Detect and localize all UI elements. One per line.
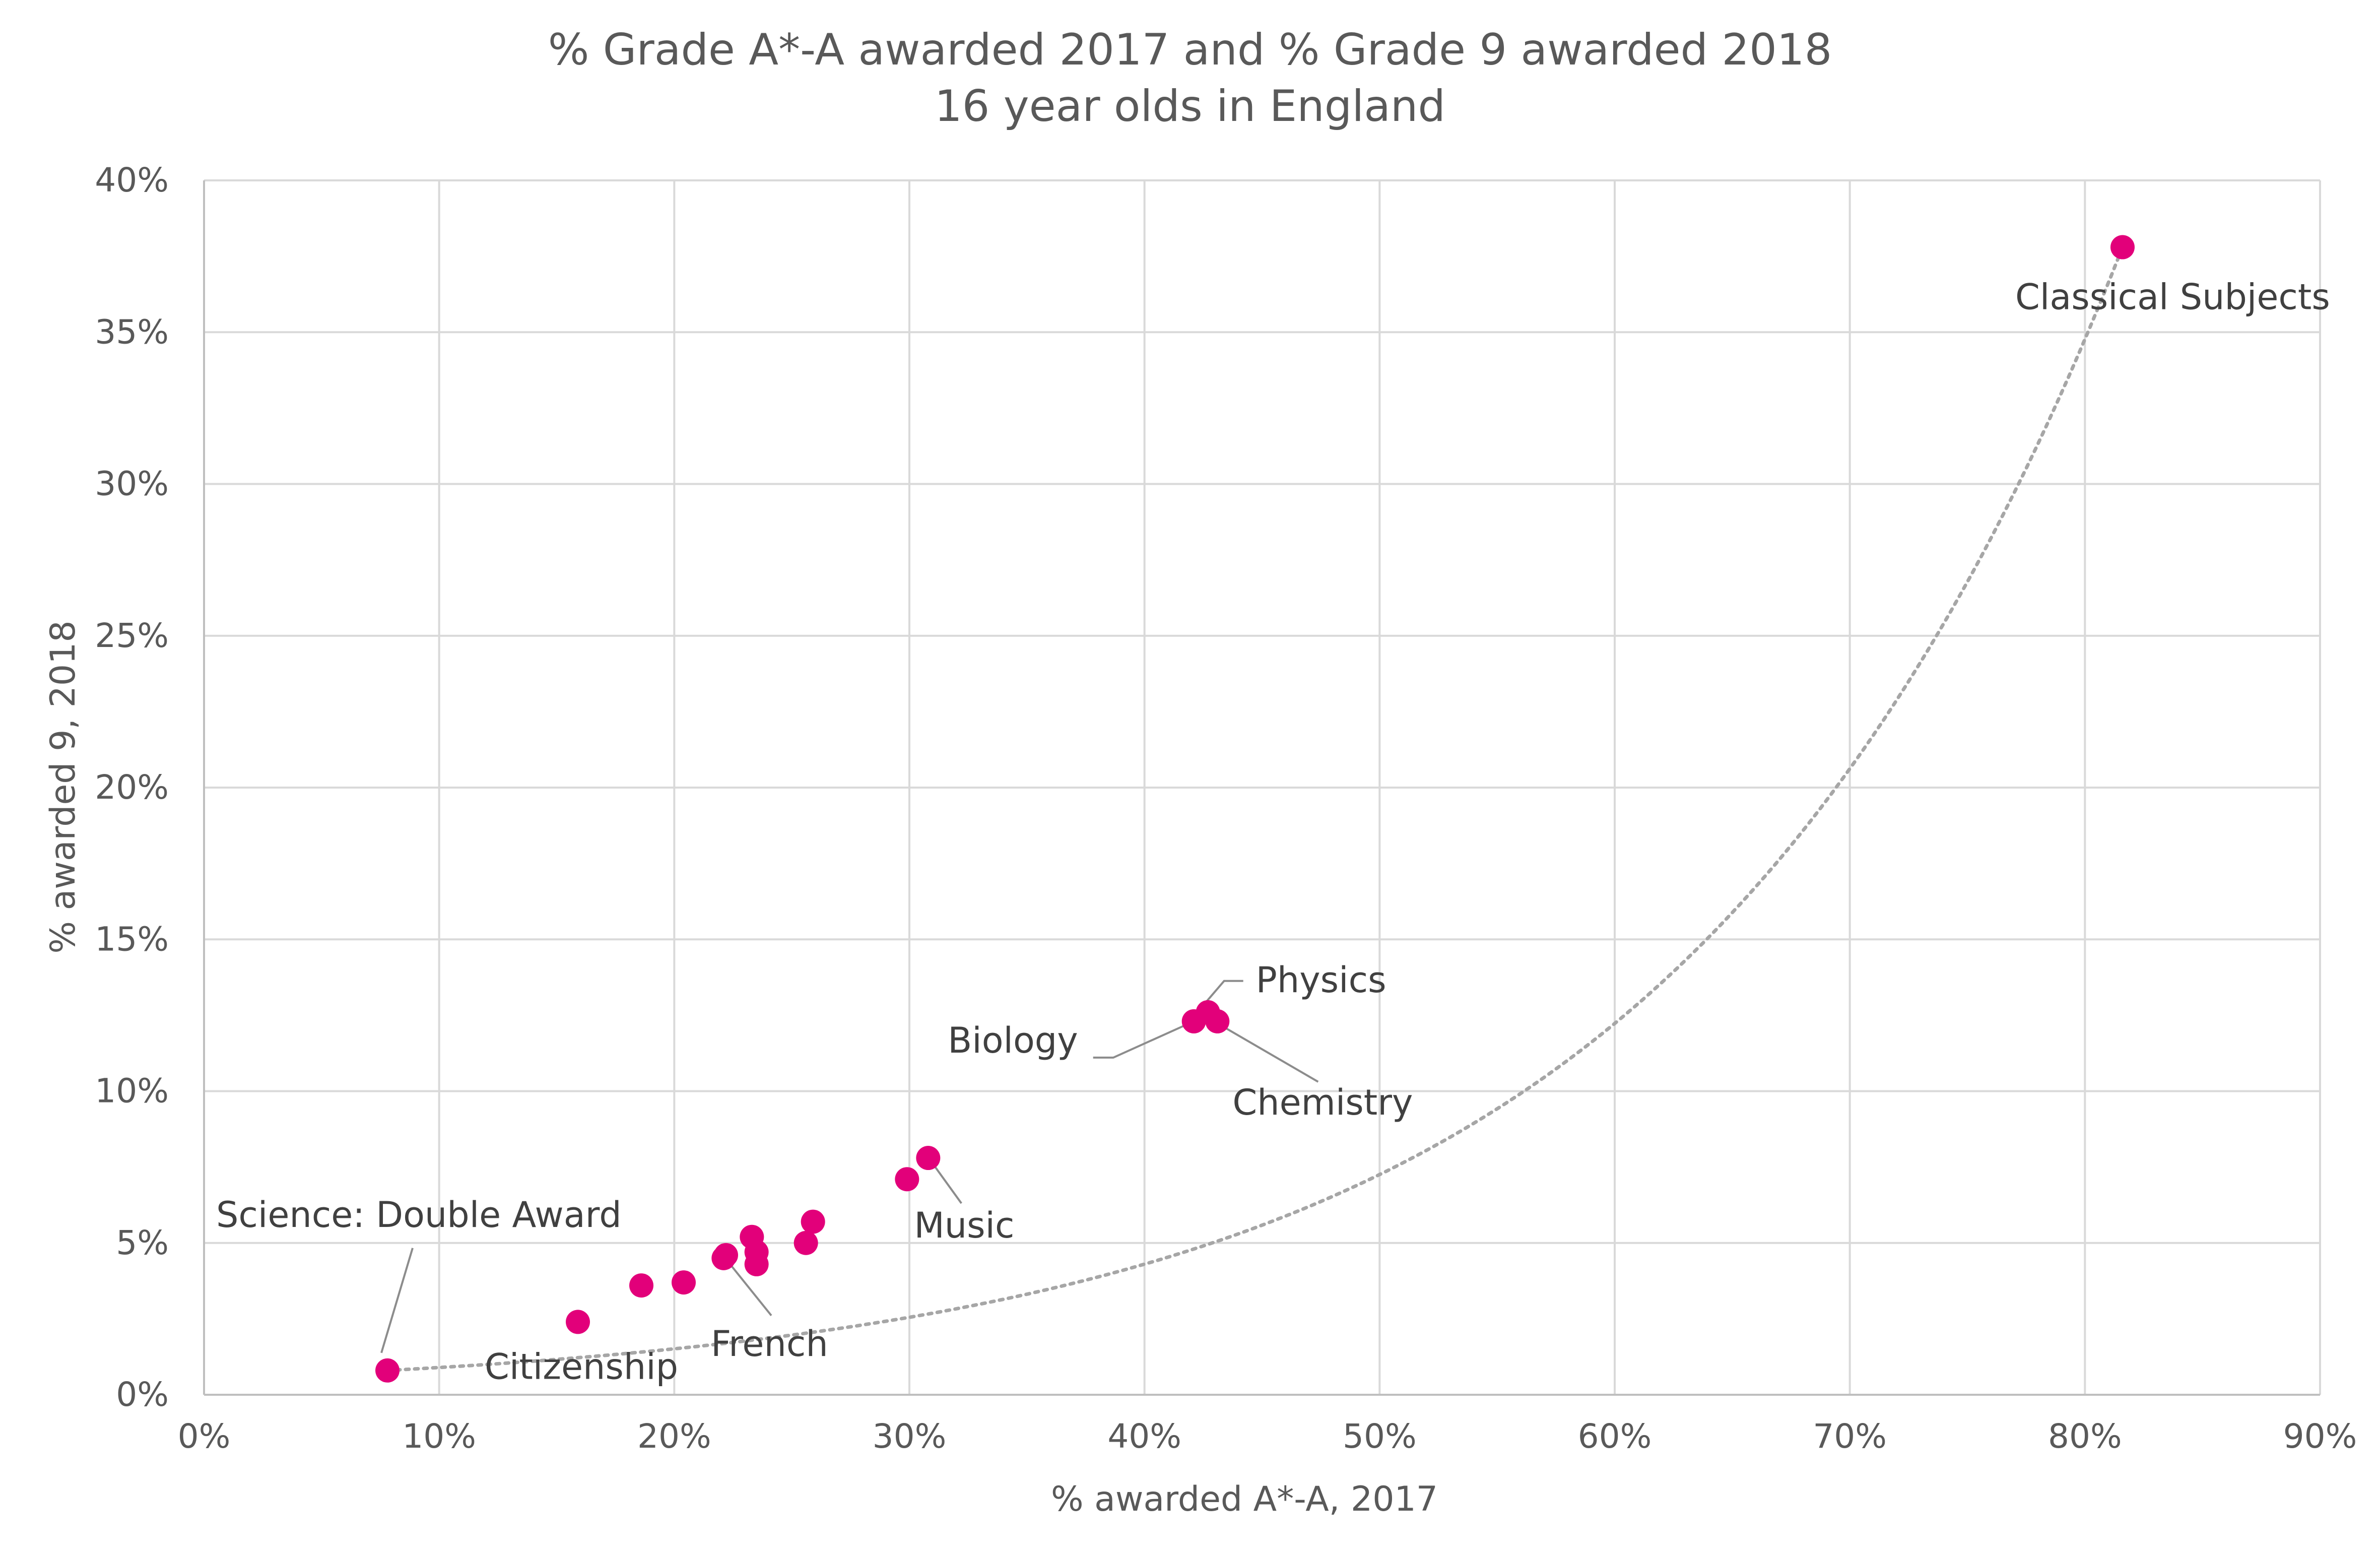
y-tick-label: 10% [95, 1072, 169, 1111]
point-label-classical-subjects: Classical Subjects [2015, 277, 2330, 318]
x-axis-title: % awarded A*-A, 2017 [1051, 1479, 1438, 1519]
x-tick-label: 70% [1813, 1417, 1887, 1456]
data-point-science-double-award [375, 1358, 400, 1383]
x-tick-label: 10% [402, 1417, 476, 1456]
x-tick-label: 50% [1343, 1417, 1417, 1456]
data-point-chemistry [1205, 1009, 1230, 1033]
y-tick-label: 5% [116, 1223, 169, 1262]
x-tick-label: 30% [873, 1417, 947, 1456]
point-labels: Science: Double Award Citizenship French Mu… [216, 277, 2330, 1388]
gridlines [204, 179, 2321, 1395]
y-axis-title: % awarded 9, 2018 [43, 620, 83, 953]
leader-line-science-double-award [380, 1248, 414, 1353]
x-tick-label: 20% [637, 1417, 711, 1456]
point-label-music: Music [914, 1205, 1014, 1246]
leader-line-french [729, 1263, 772, 1317]
point-label-physics: Physics [1256, 959, 1386, 1001]
data-point [744, 1240, 769, 1264]
leader-line-music [934, 1166, 962, 1204]
data-point [801, 1209, 825, 1234]
leader-line-biology [1093, 1024, 1185, 1059]
y-tick-label: 25% [95, 616, 169, 655]
data-point-music [916, 1146, 941, 1171]
x-tick-label: 0% [178, 1417, 231, 1456]
leader-line-chemistry [1224, 1026, 1319, 1083]
x-tick-label: 60% [1578, 1417, 1652, 1456]
trendline-layer [385, 245, 2125, 1373]
data-point [672, 1270, 696, 1295]
exponential-trendline [385, 245, 2125, 1373]
data-points [375, 235, 2135, 1383]
point-label-chemistry: Chemistry [1232, 1082, 1413, 1123]
data-point-citizenship [566, 1310, 590, 1334]
x-tick-label: 90% [2283, 1417, 2357, 1456]
point-label-biology: Biology [948, 1020, 1078, 1061]
axes [203, 180, 2320, 1396]
chart-subtitle: 16 year olds in England [935, 81, 1445, 132]
leader-line-physics [1205, 980, 1243, 1003]
data-point-classical-subjects [2110, 235, 2135, 260]
point-label-science-double-award: Science: Double Award [216, 1194, 622, 1236]
data-point [895, 1167, 919, 1192]
leader-lines [380, 980, 1319, 1353]
y-tick-label: 35% [95, 312, 169, 351]
x-tick-label: 80% [2048, 1417, 2122, 1456]
chart-title: % Grade A*-A awarded 2017 and % Grade 9 … [548, 25, 1832, 75]
y-tick-label: 30% [95, 465, 169, 503]
data-point [629, 1273, 653, 1298]
y-tick-label: 20% [95, 768, 169, 807]
x-tick-label: 40% [1107, 1417, 1181, 1456]
data-point [794, 1230, 818, 1255]
y-tick-label: 0% [116, 1375, 169, 1414]
data-point-french [714, 1243, 738, 1267]
point-label-french: French [711, 1323, 828, 1365]
y-tick-label: 15% [95, 920, 169, 958]
point-label-citizenship: Citizenship [485, 1346, 678, 1387]
tick-labels: 0% 10% 20% 30% 40% 50% 60% 70% 80% 90% 0% 5% 10% 15% 2… [95, 161, 2357, 1456]
y-tick-label: 40% [95, 161, 169, 200]
